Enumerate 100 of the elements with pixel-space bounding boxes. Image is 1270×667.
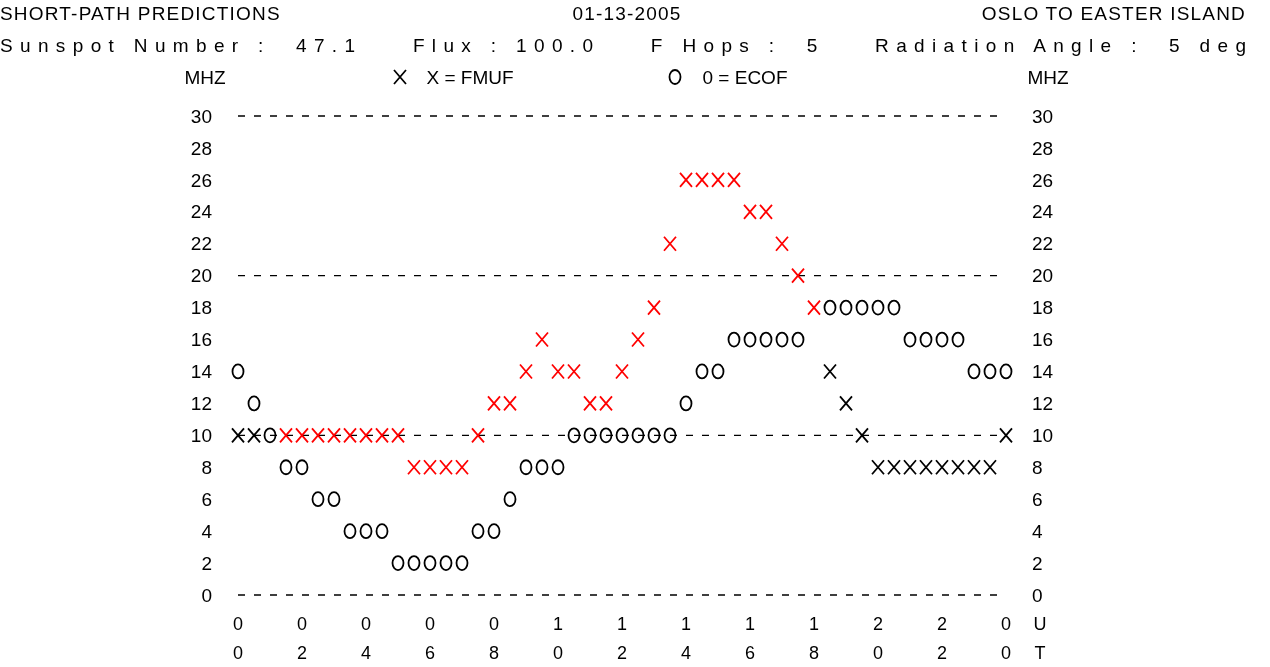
y-tick-label: 20: [190, 265, 212, 287]
y-tick-label: 2: [201, 552, 212, 574]
point: [759, 203, 773, 220]
point: [807, 299, 821, 316]
point: [695, 363, 709, 380]
point: [535, 331, 549, 348]
point: [391, 427, 405, 444]
point: [311, 427, 325, 444]
x-tick-label: 12: [616, 614, 628, 663]
point: [551, 459, 565, 476]
y-tick-label: 6: [201, 488, 212, 510]
point: [791, 267, 805, 284]
y2-tick-label: 6: [1032, 488, 1043, 510]
point: [327, 427, 341, 444]
point: [951, 331, 965, 348]
y-tick-label: 14: [190, 361, 213, 383]
legend-label: X = FMUF: [426, 67, 514, 88]
point: [455, 459, 469, 476]
y-tick-label: 28: [190, 137, 212, 159]
y2-tick-label: 14: [1032, 361, 1054, 383]
y-tick-label: 18: [190, 297, 212, 319]
text: 01-13-2005: [572, 3, 682, 24]
y2-tick-label: 24: [1032, 201, 1054, 223]
y-tick-label: 12: [190, 393, 212, 415]
y2-tick-label: 10: [1032, 424, 1054, 446]
y-tick-label: 24: [190, 201, 213, 223]
point: [519, 363, 533, 380]
x-tick-label: 00: [1000, 614, 1012, 663]
point: [631, 427, 645, 444]
y2-tick-label: 2: [1032, 552, 1043, 574]
point: [279, 427, 293, 444]
y2-tick-label: 20: [1032, 265, 1054, 287]
text: OSLO TO EASTER ISLAND: [981, 3, 1246, 24]
point: [903, 331, 917, 348]
point: [423, 459, 437, 476]
point: [919, 331, 933, 348]
point: [615, 363, 629, 380]
point: [983, 363, 997, 380]
point: [839, 299, 853, 316]
point: [295, 459, 309, 476]
point: [375, 523, 389, 540]
y-tick-label: 4: [201, 520, 213, 542]
point: [647, 299, 661, 316]
point: [503, 395, 517, 412]
point: [279, 459, 293, 476]
y2-axis-title: MHZ: [1027, 67, 1069, 88]
point: [679, 395, 693, 412]
point: [311, 491, 325, 508]
point: [327, 491, 341, 508]
point: [471, 427, 485, 444]
y-tick-label: 30: [190, 105, 212, 127]
point: [935, 331, 949, 348]
point: [567, 427, 581, 444]
y2-tick-label: 30: [1032, 105, 1054, 127]
point: [663, 235, 677, 252]
point: [647, 427, 661, 444]
y2-tick-label: 4: [1032, 520, 1043, 542]
point: [247, 395, 261, 412]
x-tick-label: 16: [744, 614, 756, 663]
point: [727, 171, 741, 188]
point: [711, 171, 725, 188]
point: [583, 427, 597, 444]
y-tick-label: 8: [201, 456, 212, 478]
point: [743, 203, 757, 220]
point: [567, 363, 581, 380]
x-tick-label: 2 0: [872, 614, 884, 663]
point: [775, 235, 789, 252]
y2-tick-label: 18: [1032, 297, 1054, 319]
y2-tick-label: 12: [1032, 393, 1054, 415]
point: [727, 331, 741, 348]
point: [695, 171, 709, 188]
point: [791, 331, 805, 348]
point: [455, 555, 469, 571]
point: [487, 395, 501, 412]
point: [855, 299, 869, 316]
point: [343, 523, 357, 540]
point: [439, 459, 453, 476]
y2-tick-label: 8: [1032, 456, 1043, 478]
y2-tick-label: 26: [1032, 169, 1054, 191]
y2-tick-label: 16: [1032, 329, 1054, 351]
point: [407, 459, 421, 476]
point: [343, 427, 357, 444]
point: [743, 331, 757, 348]
point: [391, 555, 405, 571]
x-axis-title: UT: [1033, 614, 1047, 663]
x-tick-label: 18: [808, 614, 820, 663]
x-tick-label: 06: [424, 614, 436, 663]
point: [871, 299, 885, 316]
x-tick-label: 10: [552, 614, 564, 663]
x-tick-label: 14: [680, 614, 692, 663]
y-tick-label: 22: [190, 233, 212, 255]
legend-label: 0 = ECOF: [702, 67, 788, 88]
chart-subtitle: Sunspot Number : 47.1 Flux : 100.0 F Hops : 5 Radiation Angle : 5 deg: [0, 35, 1246, 56]
y-axis-title: MHZ: [184, 67, 226, 88]
point: [775, 331, 789, 348]
x-tick-label: 00: [232, 614, 244, 663]
point: [519, 459, 533, 476]
x-tick-label: 02: [296, 614, 308, 663]
point: [359, 427, 373, 444]
point: [263, 427, 277, 444]
